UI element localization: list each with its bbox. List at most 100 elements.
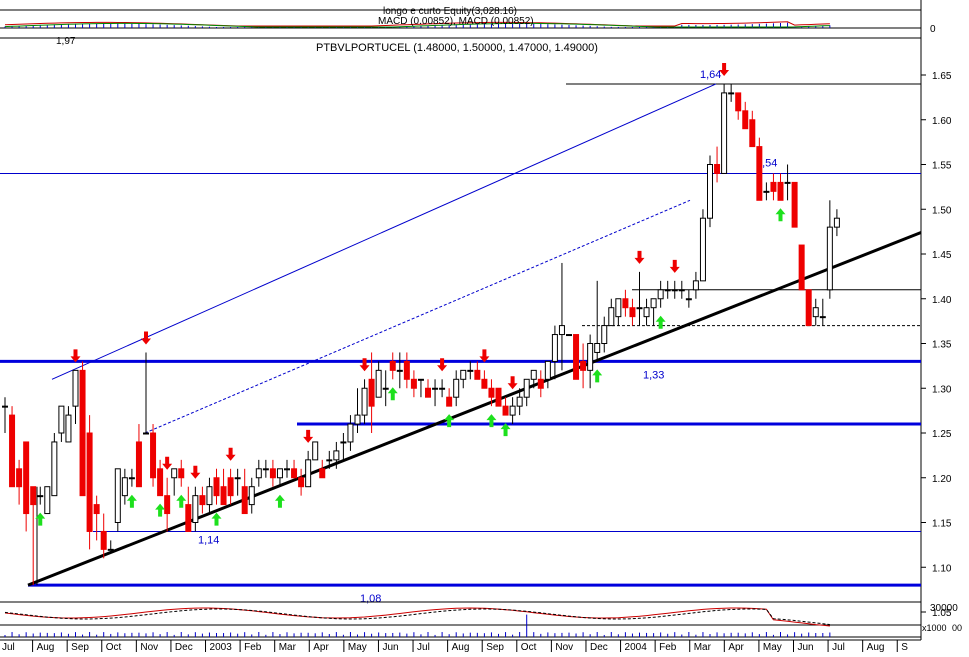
x-tick-label: 2004 bbox=[625, 642, 648, 652]
candle-body bbox=[643, 307, 650, 318]
candle-body bbox=[319, 468, 326, 479]
candle-body bbox=[37, 495, 44, 498]
candle-body bbox=[756, 146, 763, 201]
candle-body bbox=[601, 325, 608, 345]
buy-arrow bbox=[35, 512, 46, 526]
sell-arrow bbox=[225, 447, 236, 461]
level-label: 1,14 bbox=[198, 534, 219, 546]
candle-body bbox=[298, 477, 305, 488]
candle-body bbox=[389, 360, 396, 371]
candle-body bbox=[714, 164, 721, 174]
sell-arrow bbox=[479, 349, 490, 363]
y-tick-label: 1.60 bbox=[932, 116, 952, 127]
chart-title: PTBVLPORTUCEL (1.48000, 1.50000, 1.47000… bbox=[316, 42, 598, 54]
x-tick-label: Feb bbox=[244, 642, 262, 652]
x-tick-label: Jun bbox=[382, 642, 398, 652]
sell-arrow bbox=[507, 376, 518, 390]
candle-body bbox=[749, 119, 756, 148]
candle-body bbox=[432, 387, 439, 390]
candle-body bbox=[185, 504, 192, 532]
candle-body bbox=[474, 369, 481, 380]
x-tick-label: Dec bbox=[175, 642, 193, 652]
y-tick-label: 1.20 bbox=[932, 474, 952, 485]
candle-body bbox=[284, 468, 290, 471]
candle-body bbox=[791, 181, 798, 228]
candle-body bbox=[417, 378, 424, 381]
candle-body bbox=[107, 548, 114, 551]
candle-body bbox=[833, 217, 840, 228]
x-tick-label: Mar bbox=[694, 642, 712, 652]
candle-body bbox=[629, 307, 636, 318]
level-label: 1,33 bbox=[643, 369, 664, 381]
candle-body bbox=[678, 289, 685, 292]
candle-body bbox=[114, 468, 121, 523]
candle-body bbox=[573, 334, 580, 380]
candle-body bbox=[58, 405, 65, 434]
candle-body bbox=[481, 378, 488, 389]
candle-body bbox=[777, 181, 784, 201]
volume-panel: 30000 x1000 00 bbox=[0, 601, 962, 638]
y-tick-label: 1.05 bbox=[932, 608, 952, 619]
candle-body bbox=[460, 369, 467, 380]
equity-label: longo e curto Equity(3,028.16) bbox=[383, 6, 517, 17]
candle-body bbox=[206, 486, 213, 506]
candle-body bbox=[671, 289, 678, 292]
support-trendline bbox=[27, 231, 922, 587]
volume-tick: 30000 bbox=[930, 603, 958, 614]
candle-body bbox=[721, 92, 728, 174]
candle-body bbox=[51, 441, 58, 497]
candle-body bbox=[44, 486, 51, 515]
y-tick-label: 1.50 bbox=[932, 205, 952, 216]
candle-body bbox=[16, 468, 23, 488]
candle-body bbox=[2, 405, 8, 408]
candle-body bbox=[608, 307, 615, 327]
candle-body bbox=[530, 369, 537, 380]
candle-body bbox=[128, 477, 135, 480]
candle-body bbox=[650, 298, 657, 309]
buy-arrow bbox=[126, 494, 137, 508]
macd-signal-line bbox=[4, 21, 830, 27]
candle-body bbox=[699, 217, 706, 282]
candle-body bbox=[65, 414, 72, 443]
candle-body bbox=[213, 477, 220, 497]
candle-body bbox=[262, 468, 269, 471]
volume-average-dashed-line bbox=[4, 608, 830, 626]
candle-body bbox=[171, 468, 178, 479]
candle-body bbox=[798, 244, 805, 291]
macd-main-line bbox=[4, 22, 830, 28]
sell-arrow bbox=[359, 358, 370, 372]
candle-body bbox=[248, 486, 255, 506]
candle-body bbox=[382, 387, 389, 390]
candle-body bbox=[361, 387, 368, 416]
volume-unit: x1000 bbox=[922, 623, 947, 633]
candle-body bbox=[763, 190, 770, 193]
candle-body bbox=[135, 441, 142, 488]
x-tick-label: May bbox=[763, 642, 782, 652]
trendlines bbox=[27, 83, 922, 587]
buy-arrow bbox=[655, 315, 666, 329]
candlesticks bbox=[2, 83, 840, 586]
x-tick-label: Jul bbox=[2, 642, 15, 652]
candle-body bbox=[544, 360, 551, 380]
x-tick-label: Sep bbox=[71, 642, 89, 652]
y-tick-label: 1.25 bbox=[932, 429, 952, 440]
x-tick-label: Nov bbox=[140, 642, 158, 652]
candle-body bbox=[255, 468, 262, 479]
candle-body bbox=[453, 378, 460, 398]
y-tick-label: 1.55 bbox=[932, 161, 952, 172]
y-tick-label: 1.15 bbox=[932, 519, 952, 530]
level-label: 1,64 bbox=[700, 69, 721, 81]
x-tick-label: Apr bbox=[728, 642, 744, 652]
signal-arrows bbox=[35, 62, 786, 526]
sell-arrow bbox=[437, 358, 448, 372]
candle-body bbox=[199, 495, 206, 506]
x-tick-label: Jul bbox=[832, 642, 845, 652]
horizontal-levels: 1,641,541,331,141,08 bbox=[0, 69, 921, 605]
candle-body bbox=[488, 387, 495, 398]
y-tick-label: 1.30 bbox=[932, 384, 952, 395]
buy-arrow bbox=[176, 494, 187, 508]
candle-body bbox=[636, 307, 643, 310]
candle-body bbox=[234, 477, 241, 480]
candle-body bbox=[587, 343, 594, 371]
candle-body bbox=[692, 280, 699, 291]
